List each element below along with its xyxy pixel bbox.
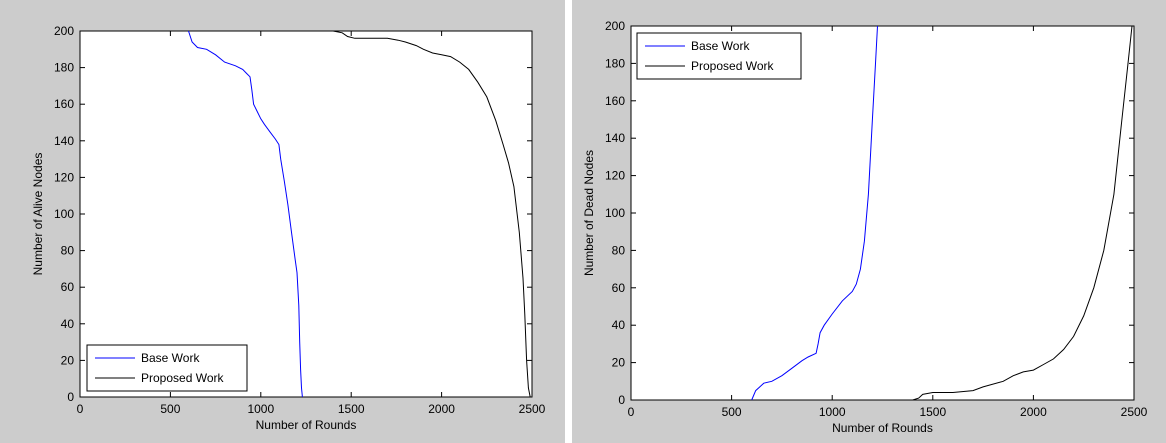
x-tick-label: 0 [77, 402, 84, 416]
y-tick-label: 200 [605, 19, 625, 33]
y-tick-label: 180 [54, 61, 74, 75]
x-tick-label: 0 [628, 405, 635, 419]
x-tick-label: 500 [722, 405, 742, 419]
y-tick-label: 80 [61, 244, 75, 258]
x-tick-label: 2000 [428, 402, 455, 416]
series-line-proposed-work [333, 30, 531, 398]
x-tick-label: 2500 [1121, 405, 1148, 419]
y-tick-label: 40 [612, 318, 626, 332]
series-line-proposed-work [912, 25, 1133, 401]
y-tick-label: 120 [605, 169, 625, 183]
legend-box [636, 32, 802, 80]
legend-label-base-work: Base Work [691, 39, 750, 53]
y-tick-label: 60 [612, 281, 626, 295]
legend-label-proposed-work: Proposed Work [691, 59, 774, 73]
y-axis-ticks: 0 20 40 60 80 100 120 140 160 180 200 [54, 24, 532, 404]
x-tick-label: 2500 [519, 402, 546, 416]
legend: Base Work Proposed Work [86, 344, 248, 392]
x-axis-ticks: 0 500 1000 1500 2000 2500 [77, 31, 546, 416]
y-tick-label: 180 [605, 56, 625, 70]
alive-nodes-chart: 0 500 1000 1500 2000 2500 0 20 40 60 80 100 120 140 1… [31, 24, 546, 432]
y-tick-label: 140 [605, 131, 625, 145]
series-line-base-work [751, 25, 878, 401]
y-tick-label: 100 [54, 207, 74, 221]
series-line-base-work [188, 30, 303, 398]
x-tick-label: 1500 [338, 402, 365, 416]
y-tick-label: 20 [61, 353, 75, 367]
legend: Base Work Proposed Work [636, 32, 802, 80]
y-tick-label: 100 [605, 206, 625, 220]
x-tick-label: 500 [160, 402, 180, 416]
x-tick-label: 1500 [919, 405, 946, 419]
left-chart-panel: 0 500 1000 1500 2000 2500 0 20 40 60 80 100 120 140 1… [0, 0, 565, 443]
legend-label-base-work: Base Work [141, 351, 200, 365]
y-tick-label: 20 [612, 356, 626, 370]
series-lines [751, 25, 1133, 401]
plot-area [630, 25, 1135, 401]
y-tick-label: 0 [67, 390, 74, 404]
x-axis-label: Number of Rounds [832, 421, 933, 435]
y-tick-label: 160 [605, 94, 625, 108]
x-tick-label: 1000 [819, 405, 846, 419]
y-axis-label: Number of Alive Nodes [31, 153, 45, 276]
x-tick-label: 2000 [1020, 405, 1047, 419]
legend-label-proposed-work: Proposed Work [141, 371, 224, 385]
y-tick-label: 200 [54, 24, 74, 38]
y-axis-ticks: 0 20 40 60 80 100 120 140 160 180 200 [605, 19, 1134, 407]
dead-nodes-chart: 0 500 1000 1500 2000 2500 0 20 40 60 80 100 120 140 1… [582, 19, 1148, 435]
x-axis-ticks: 0 500 1000 1500 2000 2500 [628, 26, 1148, 419]
right-chart-panel: 0 500 1000 1500 2000 2500 0 20 40 60 80 100 120 140 1… [572, 0, 1166, 443]
y-tick-label: 160 [54, 97, 74, 111]
y-tick-label: 0 [618, 393, 625, 407]
x-tick-label: 1000 [247, 402, 274, 416]
legend-box [86, 344, 248, 392]
x-axis-label: Number of Rounds [256, 418, 357, 432]
y-tick-label: 120 [54, 170, 74, 184]
series-lines [188, 30, 531, 398]
plot-area [79, 30, 533, 398]
y-tick-label: 40 [61, 317, 75, 331]
y-tick-label: 80 [612, 243, 626, 257]
y-tick-label: 60 [61, 280, 75, 294]
y-axis-label: Number of Dead Nodes [582, 150, 596, 276]
y-tick-label: 140 [54, 134, 74, 148]
